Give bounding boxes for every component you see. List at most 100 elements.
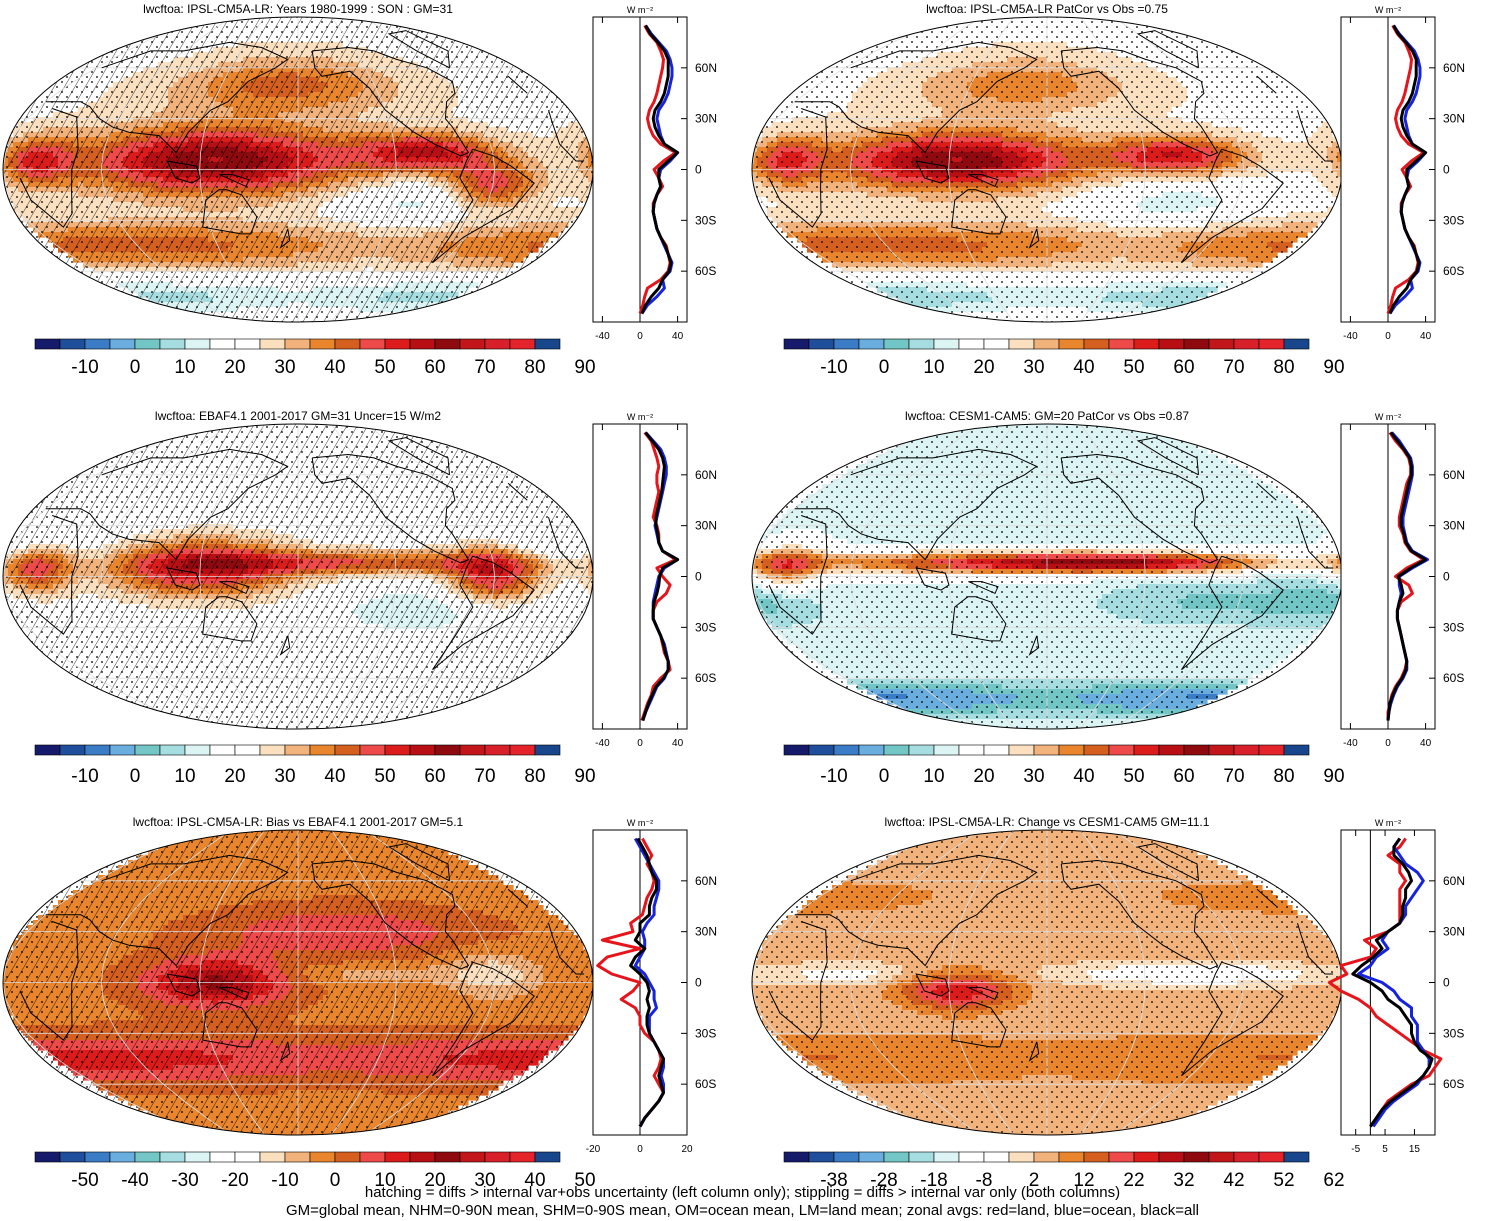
colorbar-tick-label: 30 <box>1023 766 1044 787</box>
colorbar-tick-label: -10 <box>820 357 847 378</box>
colorbar-box <box>34 1151 61 1163</box>
colorbar-box <box>109 744 136 756</box>
colorbar-tick-label: 90 <box>1323 766 1344 787</box>
colorbar-box <box>434 338 461 350</box>
colorbar-box <box>134 1151 161 1163</box>
colorbar: -50 -40 -30 -20 -10 0 10 20 30 40 50 <box>34 1151 596 1191</box>
colorbar-box <box>1283 338 1310 350</box>
colorbar-tick-label: -10 <box>71 357 98 378</box>
colorbar-box <box>1108 1151 1135 1163</box>
colorbar-box <box>1033 744 1060 756</box>
colorbar-tick-label: 90 <box>1323 357 1344 378</box>
colorbar-tick-label: 20 <box>973 766 994 787</box>
colorbar-box <box>808 1151 835 1163</box>
colorbar-box <box>933 338 960 350</box>
colorbar-box <box>783 1151 810 1163</box>
colorbar-box <box>234 1151 261 1163</box>
colorbar-box <box>209 338 236 350</box>
colorbar-box <box>1008 1151 1035 1163</box>
colorbar-box <box>1083 1151 1110 1163</box>
colorbar-box <box>1258 1151 1285 1163</box>
zonal-lat-tick-label: 60S <box>695 671 716 685</box>
colorbar-box <box>184 338 211 350</box>
colorbar-box <box>509 744 536 756</box>
colorbar-box <box>209 1151 236 1163</box>
colorbar-box <box>509 1151 536 1163</box>
colorbar-tick-label: 60 <box>424 357 445 378</box>
colorbar-tick-label: 42 <box>1223 1170 1244 1191</box>
colorbar-tick-label: 0 <box>130 357 141 378</box>
colorbar-box <box>159 744 186 756</box>
colorbar-box <box>1283 1151 1310 1163</box>
colorbar-tick-label: 50 <box>574 1170 595 1191</box>
colorbar-box <box>1133 1151 1160 1163</box>
colorbar-tick-label: 30 <box>1023 357 1044 378</box>
zonal-x-tick-label: -40 <box>1343 331 1358 342</box>
zonal-x-tick-label: -20 <box>586 1144 601 1155</box>
colorbar-tick-label: 60 <box>1173 357 1194 378</box>
colorbar-box <box>1283 744 1310 756</box>
zonal-lat-tick-label: 30S <box>695 620 716 634</box>
zonal-land-line <box>1327 837 1443 1128</box>
colorbar-box <box>359 1151 386 1163</box>
zonal-x-tick-label: 40 <box>672 331 684 342</box>
zonal-all-line <box>1388 24 1428 315</box>
colorbar-box <box>309 338 336 350</box>
colorbar-box <box>983 744 1010 756</box>
zonal-x-tick-label: 40 <box>672 738 684 749</box>
colorbar: -10 0 10 20 30 40 50 60 70 80 90 <box>783 338 1345 378</box>
zonal-mean-plot: -40 0 40 W m⁻² 60N 30N 0 30S 60S <box>592 412 717 749</box>
colorbar-tick-label: 0 <box>879 357 890 378</box>
zonal-land-line <box>596 837 665 1128</box>
zonal-x-tick-label: 40 <box>1420 738 1432 749</box>
colorbar-tick-label: 10 <box>174 766 195 787</box>
colorbar-tick-label: 70 <box>1223 357 1244 378</box>
colorbar-box <box>459 338 486 350</box>
colorbar-box <box>259 744 286 756</box>
zonal-x-tick-label: -40 <box>595 331 610 342</box>
zonal-ocean-line <box>633 837 665 1128</box>
colorbar-tick-label: -10 <box>271 1170 298 1191</box>
panel-title: lwcftoa: CESM1-CAM5: GM=20 PatCor vs Obs… <box>905 409 1189 423</box>
colorbar-box <box>209 744 236 756</box>
colorbar-tick-label: -50 <box>71 1170 98 1191</box>
colorbar-box <box>84 744 111 756</box>
zonal-mean-plot: -40 0 40 W m⁻² 60N 30N 0 30S 60S <box>592 5 717 342</box>
colorbar-tick-label: 30 <box>474 1170 495 1191</box>
colorbar-box <box>184 744 211 756</box>
footer-hatching-note: hatching = diffs > internal var+obs unce… <box>0 1184 1485 1202</box>
colorbar-tick-label: 32 <box>1173 1170 1194 1191</box>
colorbar-box <box>259 338 286 350</box>
colorbar-tick-label: 90 <box>574 766 595 787</box>
colorbar-box <box>908 1151 935 1163</box>
colorbar-box <box>1108 744 1135 756</box>
colorbar: -38 -28 -18 -8 2 12 22 32 42 52 62 <box>783 1151 1345 1191</box>
colorbar-box <box>1208 1151 1235 1163</box>
zonal-unit-label: W m⁻² <box>1375 818 1401 828</box>
colorbar-tick-label: 20 <box>224 766 245 787</box>
colorbar-tick-label: 20 <box>424 1170 445 1191</box>
colorbar-tick-label: 10 <box>923 357 944 378</box>
colorbar-box <box>309 1151 336 1163</box>
colorbar-box <box>359 744 386 756</box>
colorbar-box <box>1058 338 1085 350</box>
zonal-lat-tick-label: 60N <box>1443 61 1465 75</box>
colorbar-box <box>109 1151 136 1163</box>
colorbar-box <box>284 1151 311 1163</box>
zonal-lat-tick-label: 30S <box>1443 620 1464 634</box>
figure-footer: hatching = diffs > internal var+obs unce… <box>0 1184 1485 1220</box>
colorbar-tick-label: -20 <box>221 1170 248 1191</box>
colorbar-box <box>1058 1151 1085 1163</box>
colorbar-box <box>84 338 111 350</box>
colorbar-box <box>84 1151 111 1163</box>
colorbar-box <box>1158 1151 1185 1163</box>
zonal-lat-tick-label: 60N <box>1443 874 1465 888</box>
zonal-lat-tick-label: 0 <box>1443 570 1450 584</box>
colorbar-tick-label: 10 <box>374 1170 395 1191</box>
zonal-lat-tick-label: 0 <box>695 976 702 990</box>
colorbar-tick-label: 90 <box>574 357 595 378</box>
colorbar-box <box>159 1151 186 1163</box>
colorbar-tick-label: -28 <box>870 1170 897 1191</box>
colorbar-box <box>334 744 361 756</box>
colorbar-box <box>1183 338 1210 350</box>
